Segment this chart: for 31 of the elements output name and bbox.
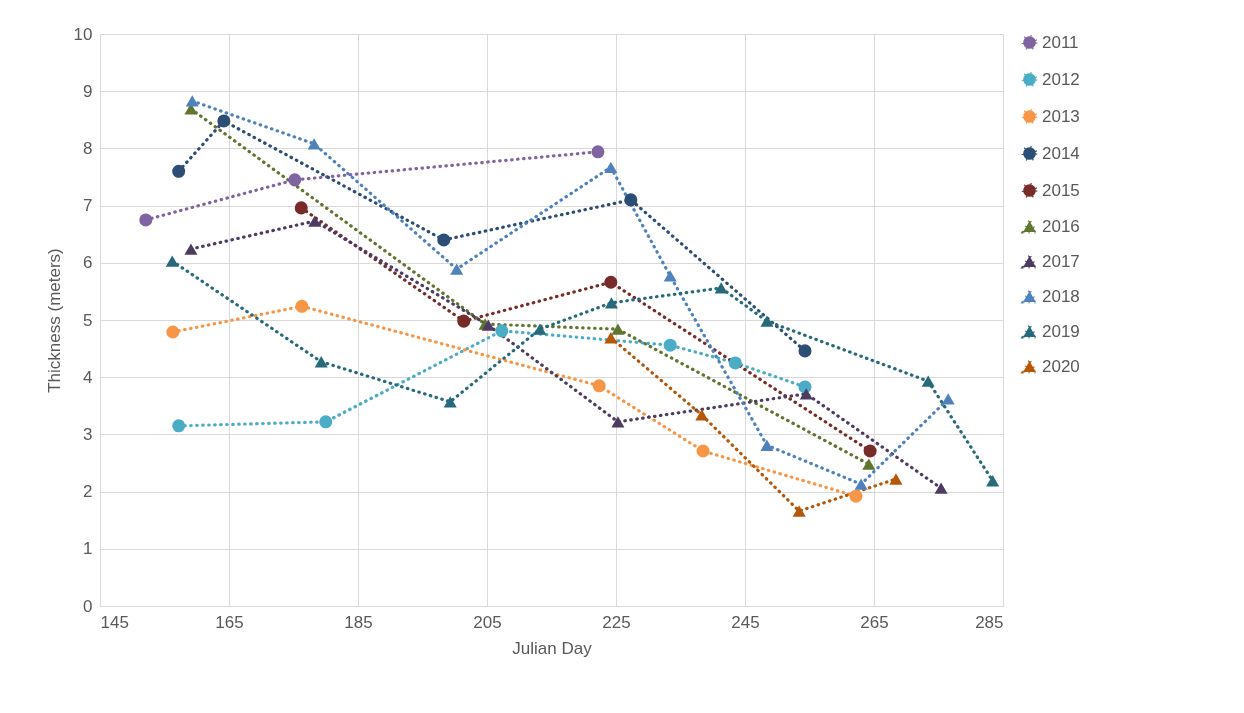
y-tick-label: 1 — [83, 539, 93, 559]
legend-label: 2017 — [1042, 251, 1080, 271]
x-tick-label: 145 — [100, 612, 129, 632]
x-tick-label: 205 — [473, 612, 502, 632]
legend-label: 2015 — [1042, 180, 1080, 200]
y-tick-label: 8 — [83, 138, 93, 158]
legend-label: 2016 — [1042, 216, 1080, 236]
y-tick-label: 3 — [83, 424, 93, 444]
legend-label: 2014 — [1042, 143, 1080, 163]
x-tick-label: 165 — [215, 612, 244, 632]
x-tick-label: 245 — [731, 612, 760, 632]
x-tick-label: 285 — [975, 612, 1004, 632]
y-axis-title: Thickness (meters) — [44, 248, 64, 393]
x-tick-label: 265 — [860, 612, 889, 632]
legend-label: 2013 — [1042, 106, 1080, 126]
legend-label: 2018 — [1042, 286, 1080, 306]
y-tick-label: 9 — [83, 81, 93, 101]
y-tick-label: 0 — [83, 596, 93, 616]
x-axis-title: Julian Day — [512, 638, 593, 658]
y-tick-label: 4 — [83, 367, 93, 387]
x-tick-label: 225 — [602, 612, 631, 632]
x-tick-label: 185 — [344, 612, 373, 632]
y-tick-label: 7 — [83, 196, 93, 216]
y-tick-label: 6 — [83, 253, 93, 273]
y-tick-label: 2 — [83, 482, 93, 502]
y-tick-label: 10 — [73, 24, 93, 44]
y-tick-label: 5 — [83, 310, 93, 330]
legend-label: 2012 — [1042, 69, 1080, 89]
legend-label: 2020 — [1042, 356, 1080, 376]
legend-label: 2011 — [1042, 32, 1079, 52]
legend-label: 2019 — [1042, 321, 1080, 341]
